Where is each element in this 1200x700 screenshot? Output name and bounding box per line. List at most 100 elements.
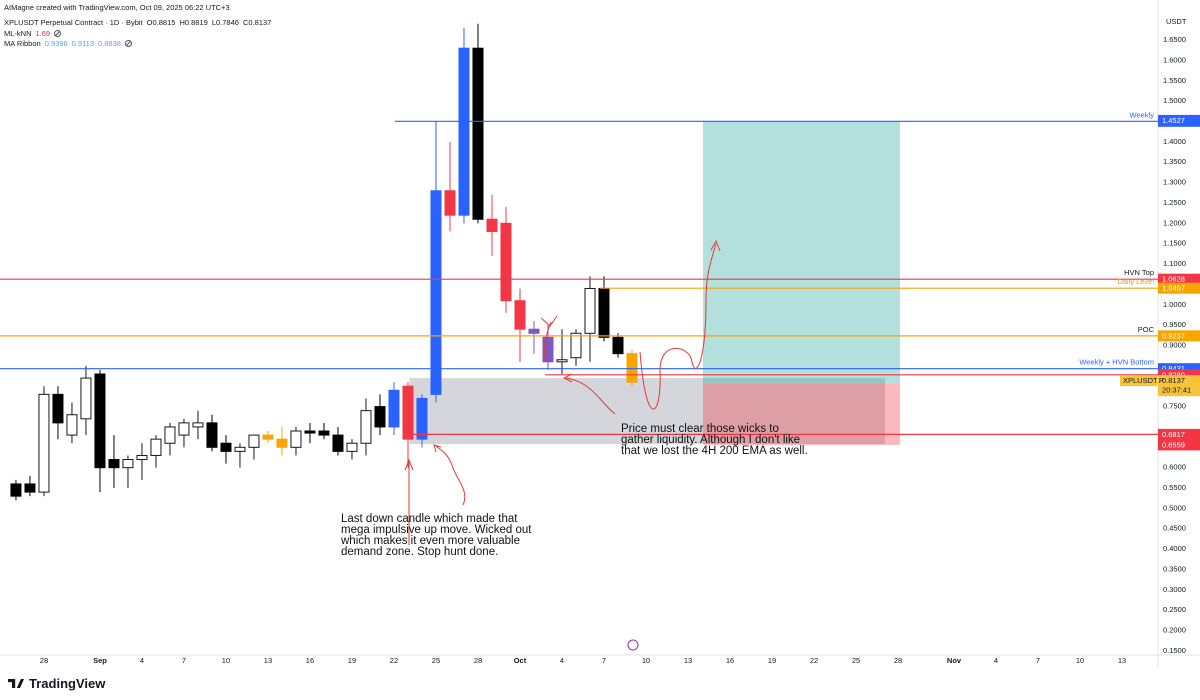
annotation: Last down candle which made that mega imp… [341,513,532,558]
ohlc-value: H0.8819 [179,18,208,27]
arrow [404,458,414,545]
credit-row: AIMagne created with TradingView.com, Oc… [4,3,230,12]
arrow [433,444,466,506]
candle-body [458,47,470,216]
candle-body [472,47,484,220]
last-price-box [1158,375,1200,397]
level-price: 1.0407 [1162,284,1185,293]
candle-body [332,434,344,452]
x-tick-label: 28 [894,656,902,665]
x-tick-label: 7 [182,656,186,665]
countdown: 20:37:41 [1162,386,1191,395]
annotation-line: gather liquidity. Although I don't like [621,434,801,446]
indicator-name: ML-kNN [4,29,32,38]
x-tick-label: 4 [994,656,998,665]
level-price-box [1158,428,1200,440]
indicator-value: 1.69 [35,29,51,38]
x-tick-label: Oct [514,656,527,665]
y-tick-label: 0.2000 [1163,626,1186,635]
candle-body [122,459,134,469]
candle-body [108,459,120,469]
symbol-tag: XPLUSDT.P [1123,376,1164,385]
y-tick-label: 1.6000 [1163,55,1186,64]
y-tick-label: 0.4500 [1163,524,1186,533]
arrow [639,239,721,410]
x-tick-label: 28 [474,656,482,665]
candle-body [542,336,554,363]
candle-body [374,406,386,428]
y-tick-label: 1.5000 [1163,96,1186,105]
indicator-row: ML-kNN 1.69 [4,29,62,38]
stop-price: 0.6559 [1162,440,1185,449]
ohlc-value: O0.8815 [146,18,176,27]
y-tick-label: 1.3500 [1163,157,1186,166]
brand: TradingView [29,676,106,691]
indicator-value: 0.9113 [71,39,95,48]
x-tick-label: 7 [602,656,606,665]
symbol-box [1120,375,1157,387]
indicator-name: MA Ribbon [4,39,41,48]
candle-body [220,442,232,452]
y-tick-label: 0.3500 [1163,564,1186,573]
candle-body [248,434,260,448]
x-tick-label: 16 [726,656,734,665]
candle-body [430,190,442,395]
y-tick-label: 1.2500 [1163,198,1186,207]
y-tick-label: 1.0000 [1163,300,1186,309]
y-tick-label: 0.9000 [1163,340,1186,349]
x-tick-label: 7 [1036,656,1040,665]
y-tick-label: 1.3000 [1163,178,1186,187]
annotation-line: mega impulsive up move. Wicked out [341,524,532,536]
level-name: Weekly [1130,110,1155,119]
y-tick-label: 0.5000 [1163,503,1186,512]
candle-body [10,483,22,497]
annotation-line: that we lost the 4H 200 EMA as well. [621,445,808,457]
indicator-row: MA Ribbon 0.9396 0.9113 0.8838 [4,39,132,48]
symbol-row: XPLUSDT Perpetual Contract · 1D · Bybit O… [4,18,271,27]
candle-body [178,422,190,436]
stop-price-box [1158,439,1200,451]
x-tick-label: 19 [768,656,776,665]
x-tick-label: 10 [642,656,650,665]
y-tick-label: 0.1500 [1163,646,1186,655]
indicator-value: 0.8838 [98,39,121,48]
candle-body [38,393,50,493]
x-tick-label: Sep [93,656,107,665]
x-tick-label: 10 [1076,656,1084,665]
arrow [562,373,616,415]
x-tick-label: 13 [1118,656,1126,665]
candle-body [94,373,106,469]
candle-body [346,442,358,452]
ohlc-value: C0.8137 [242,18,272,27]
y-tick-label: 0.2500 [1163,605,1186,614]
candle-body [528,328,540,334]
annotation-line: demand zone. Stop hunt done. [341,546,499,558]
candle-body [556,359,568,363]
x-tick-label: 22 [810,656,818,665]
y-tick-label: 1.5500 [1163,76,1186,85]
level-name: HVN Top [1124,268,1154,277]
x-tick-label: Nov [947,656,962,665]
y-tick-label: 1.6500 [1163,35,1186,44]
x-tick-label: 22 [390,656,398,665]
y-tick-label: 0.6000 [1163,463,1186,472]
annotation-line: Price must clear those wicks to [621,423,779,435]
x-tick-label: 10 [222,656,230,665]
candle-body [570,332,582,359]
icon [54,30,62,37]
y-tick-label: 1.4000 [1163,137,1186,146]
level-price-box [1158,363,1200,375]
indicator-value: 0.9396 [44,39,68,48]
arrow [540,315,558,363]
candle-body [318,430,330,436]
candle-body [234,446,246,452]
candle-body [500,222,512,302]
candle-body [388,389,400,428]
level-name: POC [1138,325,1155,334]
level-price: 0.8280 [1162,370,1185,379]
demand-zone [409,378,885,445]
y-tick-label: 0.5500 [1163,483,1186,492]
candle-body [416,397,428,440]
